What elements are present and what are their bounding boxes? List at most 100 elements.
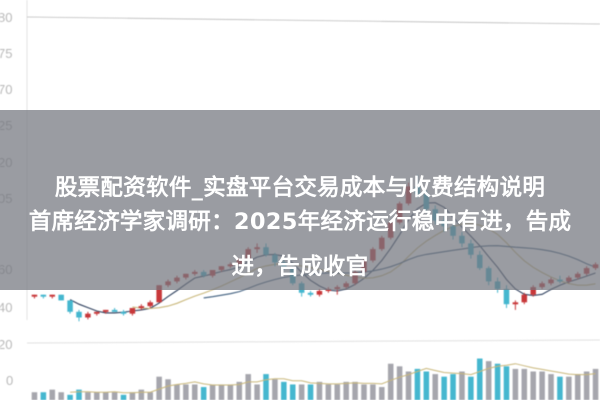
volume-bar <box>343 381 349 400</box>
candle <box>316 289 323 297</box>
volume-bar <box>557 376 563 400</box>
candle <box>521 292 528 305</box>
candle-body <box>147 302 153 307</box>
volume-bar <box>405 371 412 400</box>
candle <box>67 300 73 314</box>
volume-bar <box>272 379 278 400</box>
volume-bar <box>334 384 341 400</box>
candle-body <box>503 289 510 305</box>
candle-body <box>58 294 64 301</box>
headline-line-3: 进，告成收官 <box>231 254 369 280</box>
candle-body <box>316 290 323 295</box>
volume-bar <box>370 384 376 400</box>
price-axis-label: 70 <box>0 82 12 97</box>
candle-body <box>325 289 332 291</box>
candle-body <box>49 294 56 297</box>
volume-bar <box>325 384 332 400</box>
volume-bar <box>138 389 145 400</box>
volume-bar <box>111 392 118 400</box>
volume-bar <box>450 374 456 400</box>
candle-body <box>521 294 528 303</box>
candle-body <box>40 294 47 297</box>
volume-bar <box>441 376 447 400</box>
volume-bar <box>174 384 180 400</box>
candle-body <box>31 294 38 297</box>
title-overlay: 股票配资软件_实盘平台交易成本与收费结构说明 首席经济学家调研：2025年经济运… <box>0 110 600 290</box>
volume-bars <box>31 358 599 400</box>
candle <box>102 309 109 314</box>
candle <box>31 294 38 299</box>
volume-bar <box>236 381 243 400</box>
candle <box>49 294 56 299</box>
candle-body <box>512 302 519 305</box>
candle <box>58 294 64 301</box>
volume-bar <box>281 381 287 400</box>
candle <box>85 311 91 320</box>
volume-bar <box>423 371 430 400</box>
volume-bar <box>120 394 127 400</box>
volume-bar <box>165 379 171 400</box>
volume-bar <box>227 384 234 400</box>
volume-bar <box>512 368 519 400</box>
candle-body <box>85 313 91 318</box>
volume-bar <box>503 366 510 400</box>
volume-average-line <box>70 363 596 394</box>
price-axis-label: 40 <box>0 300 12 315</box>
volume-bar <box>102 392 109 400</box>
candle <box>512 300 519 310</box>
volume-bar <box>316 381 323 400</box>
headline-line-2: 首席经济学家调研：2025年经济运行稳中有进，告成 <box>28 209 572 235</box>
volume-bar <box>361 384 367 400</box>
volume-bar <box>468 376 474 400</box>
candle <box>111 308 118 312</box>
candle <box>129 308 136 316</box>
price-axis-label: 80 <box>0 10 12 25</box>
volume-bar <box>583 371 590 400</box>
volume-bar <box>76 389 82 400</box>
volume-top-line <box>26 339 600 344</box>
volume-bar <box>67 394 73 400</box>
volume-bar <box>548 374 554 400</box>
candle <box>120 309 127 316</box>
candle <box>138 304 145 310</box>
volume-axis-label: 20 <box>0 337 12 352</box>
candle-body <box>530 287 536 295</box>
volume-bar <box>289 384 296 400</box>
volume-bar <box>192 384 198 400</box>
volume-bar <box>209 384 216 400</box>
volume-bar <box>387 363 394 400</box>
volume-bar <box>49 389 56 400</box>
volume-bar <box>245 374 251 400</box>
volume-bar <box>31 392 38 400</box>
volume-bar <box>530 371 536 400</box>
volume-bar <box>494 363 501 400</box>
candle-body <box>94 311 100 314</box>
volume-bar <box>147 392 153 400</box>
volume-bar <box>432 374 438 400</box>
volume-bar <box>566 376 572 400</box>
candle-body <box>156 285 162 303</box>
candle-body <box>138 306 145 309</box>
candle <box>40 294 47 299</box>
candle <box>76 309 82 322</box>
candle <box>147 300 153 308</box>
volume-bar <box>396 366 403 400</box>
volume-bar <box>254 384 260 400</box>
volume-bar <box>94 392 100 400</box>
volume-bar <box>85 392 91 400</box>
candle-body <box>120 311 127 314</box>
volume-bar <box>459 371 465 400</box>
volume-bar <box>379 387 385 400</box>
volume-bar <box>156 376 162 400</box>
volume-bar <box>298 384 305 400</box>
volume-bar <box>218 384 225 400</box>
volume-bar <box>129 392 136 400</box>
price-reference-line <box>26 16 600 25</box>
volume-axis-label: 0 <box>6 373 13 388</box>
volume-bar <box>307 384 314 400</box>
volume-bar <box>40 392 47 400</box>
candle-body <box>111 309 118 312</box>
volume-bar <box>414 368 421 400</box>
volume-bar <box>263 374 269 400</box>
volume-bar <box>183 384 189 400</box>
